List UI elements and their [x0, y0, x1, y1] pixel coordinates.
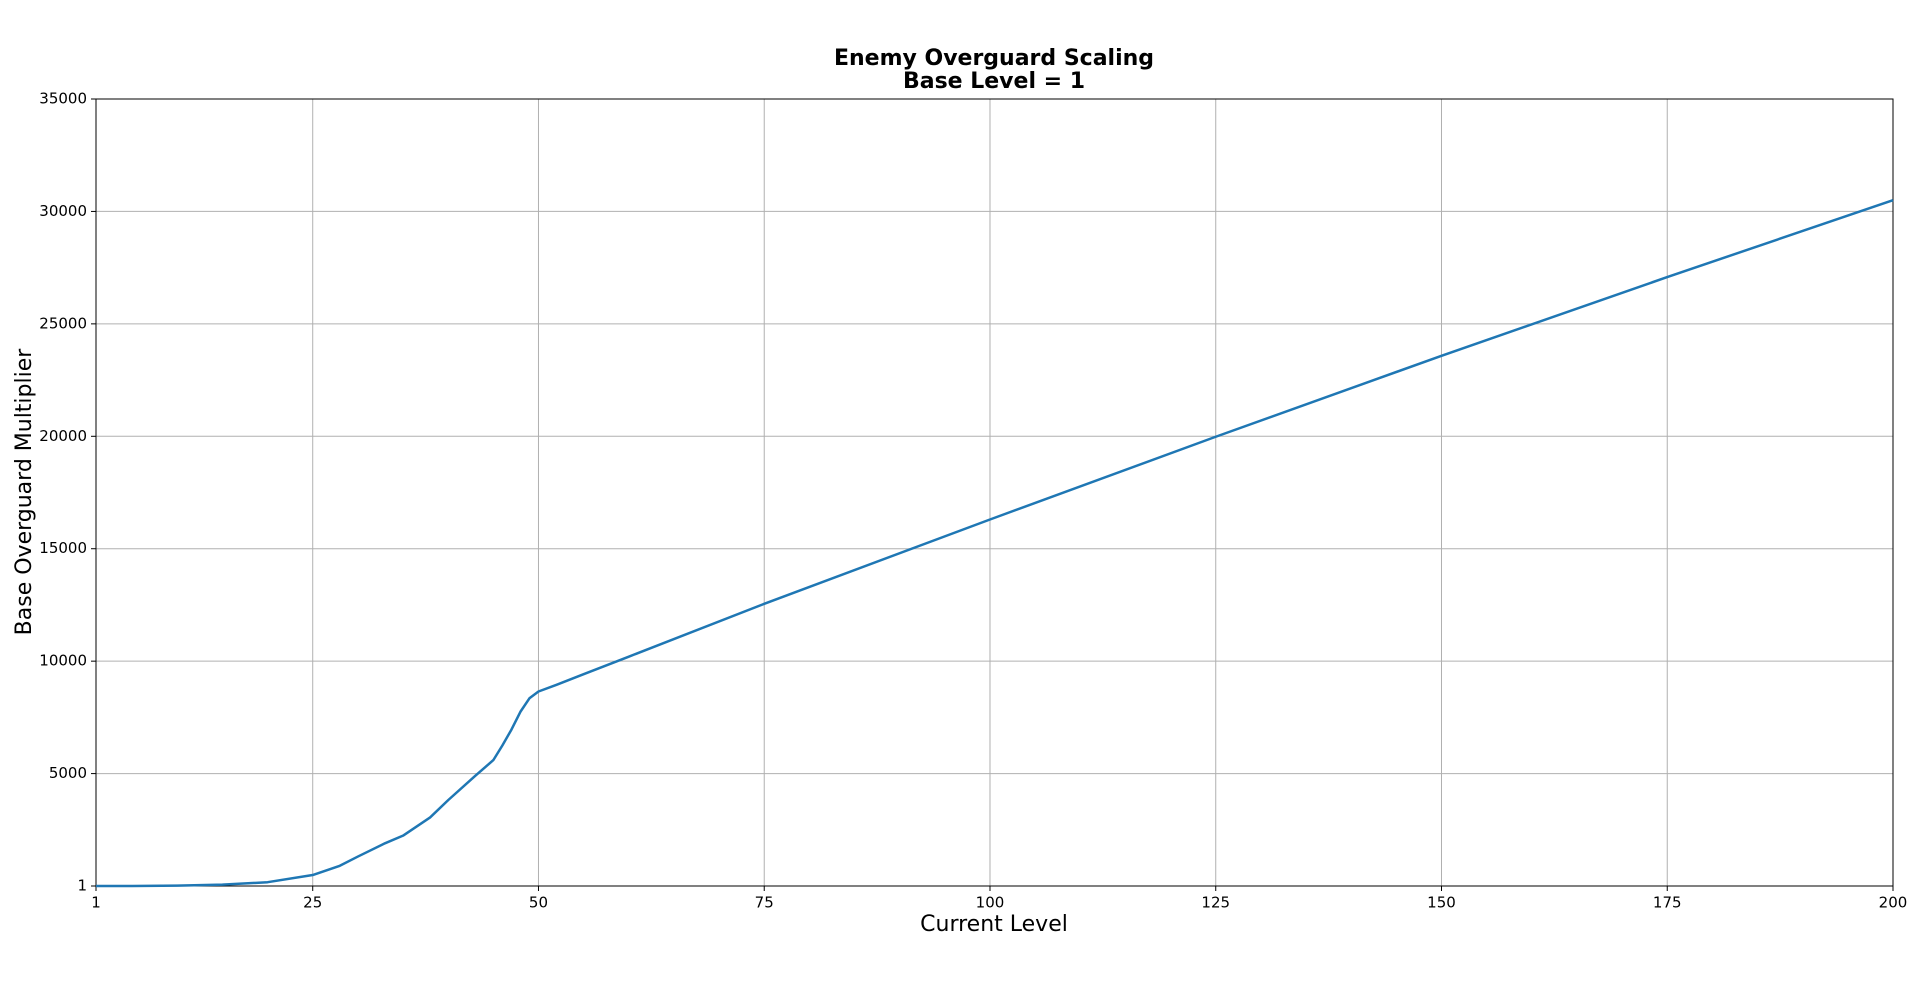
- data-line: [95, 199, 1894, 888]
- y-tick-label: 10000: [39, 652, 87, 670]
- y-tick-label: 20000: [39, 427, 87, 445]
- y-axis-label: Base Overguard Multiplier: [12, 348, 37, 636]
- y-tick-label: 30000: [39, 202, 87, 220]
- x-axis-label: Current Level: [920, 912, 1068, 937]
- x-tick-label: 1: [91, 894, 101, 912]
- x-tick-label: 75: [755, 894, 774, 912]
- chart-subtitle: Base Level = 1: [903, 69, 1085, 94]
- x-tick-label: 125: [1201, 894, 1230, 912]
- y-tick-label: 25000: [39, 314, 87, 332]
- x-tick-label: 150: [1427, 894, 1456, 912]
- x-tick-label: 50: [529, 894, 548, 912]
- y-tick-label: 35000: [39, 90, 87, 108]
- x-tick-label: 100: [976, 894, 1005, 912]
- y-tick-label: 5000: [49, 764, 87, 782]
- x-tick-label: 25: [303, 894, 322, 912]
- y-tick-label: 1: [77, 877, 87, 895]
- plot-frame: [95, 98, 1894, 887]
- x-tick-label: 175: [1653, 894, 1682, 912]
- chart-title: Enemy Overguard Scaling: [834, 46, 1154, 71]
- y-tick-label: 15000: [39, 539, 87, 557]
- x-tick-label: 200: [1879, 894, 1908, 912]
